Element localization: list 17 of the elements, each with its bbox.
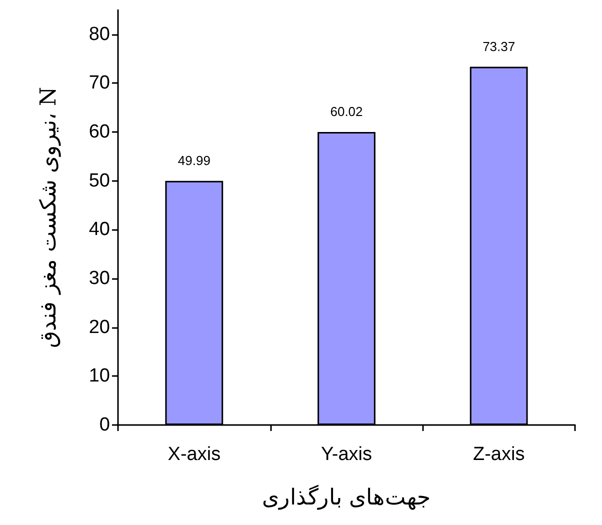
x-tick-label: X-axis bbox=[168, 444, 221, 465]
y-tick-label: 50 bbox=[88, 170, 110, 192]
y-tick-label: 0 bbox=[99, 414, 110, 436]
x-tick-label: Z-axis bbox=[472, 444, 525, 465]
y-tick-label: 70 bbox=[88, 72, 110, 94]
data-label: 60.02 bbox=[330, 104, 363, 119]
x-axis-title: جهت‌های بارگذاری bbox=[262, 484, 431, 510]
y-tick-label: 30 bbox=[88, 268, 110, 290]
y-tick-label: 60 bbox=[88, 122, 110, 143]
y-tick-label: 20 bbox=[88, 316, 110, 338]
x-tick-label: Y-axis bbox=[320, 444, 372, 465]
y-tick-label: 80 bbox=[88, 24, 110, 45]
y-axis-title: نیروی شکست مغز فندق، N bbox=[36, 86, 62, 348]
y-tick-label: 10 bbox=[88, 366, 110, 387]
data-label: 73.37 bbox=[482, 38, 516, 54]
y-tick-label: 40 bbox=[88, 219, 110, 240]
data-label: 49.99 bbox=[178, 152, 210, 168]
